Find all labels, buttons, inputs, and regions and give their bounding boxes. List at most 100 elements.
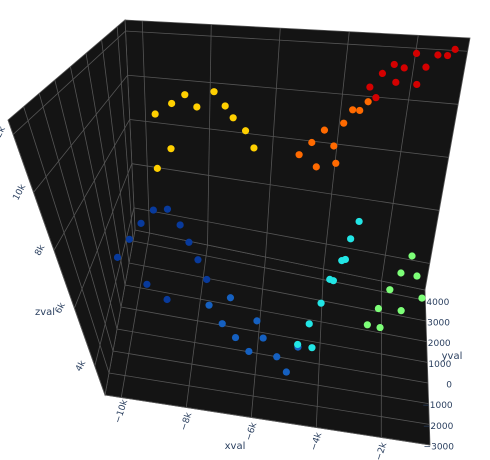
- point: [355, 217, 363, 226]
- grid-line: [116, 26, 134, 242]
- point: [413, 272, 421, 280]
- grid-line: [131, 163, 440, 211]
- z-tick-label: 6k: [54, 301, 68, 316]
- grid-line: [120, 232, 150, 398]
- point: [226, 294, 235, 302]
- point: [341, 255, 350, 264]
- y-axis-title: yval: [442, 351, 463, 362]
- grid-line: [12, 30, 126, 135]
- grid-line: [124, 284, 427, 343]
- point: [356, 106, 364, 115]
- grid-line: [94, 207, 135, 367]
- grid-line: [101, 39, 130, 264]
- y-tick-label: −3000: [424, 443, 455, 453]
- point: [305, 320, 313, 328]
- point: [364, 98, 372, 106]
- grid-line: [381, 35, 419, 282]
- point: [253, 317, 261, 325]
- grid-line: [85, 53, 126, 286]
- grid-line: [323, 31, 350, 270]
- point: [320, 126, 329, 134]
- y-tick-label: 4000: [426, 298, 449, 308]
- point: [378, 69, 387, 78]
- grid-line: [127, 74, 459, 105]
- point: [203, 275, 211, 284]
- point: [185, 238, 193, 246]
- point: [259, 334, 267, 342]
- point: [386, 286, 394, 294]
- z-tick-label: 4k: [74, 358, 88, 373]
- point: [176, 221, 184, 229]
- point: [422, 63, 430, 71]
- point: [392, 78, 400, 86]
- point: [153, 164, 161, 172]
- grid-line: [120, 306, 428, 363]
- point: [282, 368, 290, 376]
- point: [374, 304, 383, 313]
- point: [295, 151, 303, 159]
- point: [347, 235, 355, 243]
- x-tick-label: −4k: [309, 431, 324, 452]
- point: [137, 219, 145, 227]
- point: [168, 99, 176, 108]
- point: [412, 49, 421, 58]
- point: [329, 277, 337, 285]
- y-tick-label: 1000: [428, 360, 451, 370]
- grid-line: [54, 79, 118, 330]
- point: [167, 145, 175, 153]
- point: [250, 144, 258, 152]
- point: [194, 256, 202, 264]
- point: [149, 206, 157, 214]
- x-axis-title: xval: [225, 441, 246, 452]
- point: [245, 347, 253, 356]
- grid-line: [315, 268, 324, 428]
- point: [221, 102, 229, 110]
- point: [241, 127, 250, 135]
- point: [400, 64, 408, 72]
- point: [330, 142, 338, 150]
- grid-line: [38, 93, 114, 352]
- y-tick-label: −2000: [423, 422, 454, 432]
- grid-line: [125, 30, 468, 52]
- point: [363, 321, 371, 329]
- grid-line: [116, 328, 429, 384]
- point: [408, 252, 416, 260]
- point: [397, 269, 405, 277]
- point: [372, 94, 380, 102]
- y-tick-label: 3000: [427, 319, 450, 329]
- grid-line: [7, 119, 106, 396]
- x-tick-label: −8k: [179, 411, 194, 432]
- grid-line: [265, 28, 281, 258]
- point: [163, 295, 171, 304]
- point: [205, 301, 213, 309]
- point: [113, 253, 122, 261]
- x-tick-label: −10k: [113, 398, 130, 425]
- point: [397, 307, 405, 315]
- grid-line: [104, 394, 431, 446]
- point: [193, 103, 201, 111]
- grid-line: [185, 244, 208, 408]
- point: [218, 320, 226, 328]
- grid-line: [132, 240, 426, 301]
- z-tick-label: 12k: [0, 124, 8, 144]
- point: [434, 51, 442, 59]
- point: [451, 45, 459, 53]
- point: [366, 83, 374, 91]
- grid-line: [70, 66, 122, 308]
- y-tick-label: 0: [446, 381, 452, 391]
- point: [231, 333, 240, 342]
- grid-line: [108, 372, 430, 425]
- point: [294, 340, 302, 349]
- grid-line: [207, 24, 212, 246]
- point: [349, 106, 357, 114]
- grid-line: [133, 207, 430, 264]
- point: [418, 294, 426, 302]
- point: [332, 159, 340, 167]
- point: [443, 51, 452, 60]
- grid-line: [141, 20, 150, 234]
- x-tick-label: −2k: [374, 441, 389, 460]
- y-tick-label: −1000: [422, 401, 453, 411]
- y-tick-label: 2000: [428, 339, 451, 349]
- z-axis-title: zval: [35, 307, 55, 318]
